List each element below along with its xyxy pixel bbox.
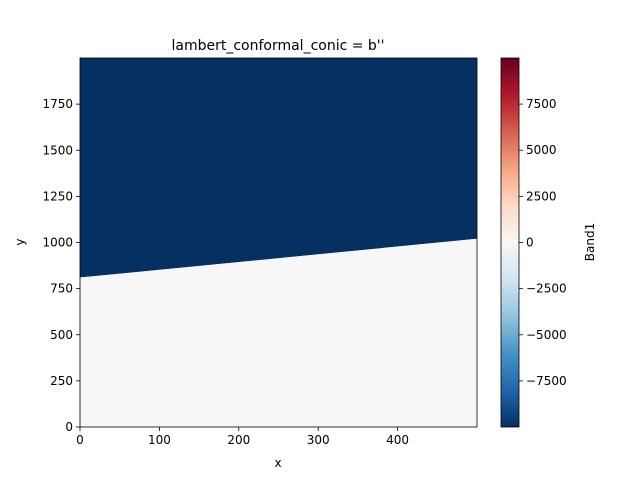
x-tick-label: 200	[227, 433, 250, 447]
y-tick-label: 750	[50, 282, 73, 296]
region-upper	[80, 58, 477, 278]
colorbar-ramp	[500, 57, 520, 428]
x-tick-label: 100	[148, 433, 171, 447]
colorbar-tick-label: 2500	[526, 189, 557, 203]
y-tick-label: 1000	[42, 236, 73, 250]
y-tick-label: 0	[65, 420, 73, 434]
chart-title: lambert_conformal_conic = b''	[171, 38, 384, 54]
y-axis: 0 250 500 750 1000 1250 1500 1750	[42, 97, 80, 434]
x-axis: 0 100 200 300 400	[76, 427, 409, 447]
plot-area	[79, 57, 478, 428]
y-tick-label: 1750	[42, 97, 73, 111]
colorbar-tick-label: 5000	[526, 143, 557, 157]
x-tick-label: 400	[386, 433, 409, 447]
y-tick-label: 500	[50, 328, 73, 342]
colorbar-tick-label: −7500	[526, 374, 567, 388]
colorbar-tick-label: −5000	[526, 328, 567, 342]
y-tick-label: 250	[50, 374, 73, 388]
colorbar-tick-label: −2500	[526, 282, 567, 296]
colorbar-tick-label: 0	[526, 236, 534, 250]
colorbar-tick-label: 7500	[526, 97, 557, 111]
x-tick-label: 300	[307, 433, 330, 447]
x-tick-label: 0	[76, 433, 84, 447]
colorbar-label: Band1	[583, 223, 597, 261]
y-axis-label: y	[13, 238, 27, 245]
y-tick-label: 1500	[42, 143, 73, 157]
region-lower	[80, 238, 477, 427]
colorbar: −7500 −5000 −2500 0 2500 5000 7500	[500, 57, 567, 428]
y-tick-label: 1250	[42, 189, 73, 203]
x-axis-label: x	[274, 456, 281, 470]
